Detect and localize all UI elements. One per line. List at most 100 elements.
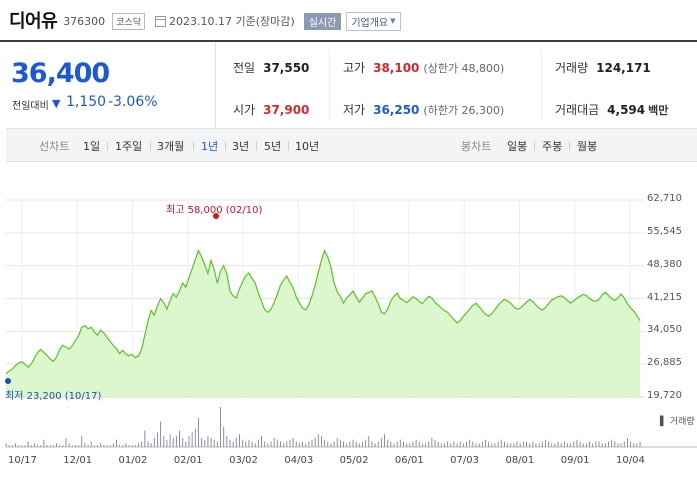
price-line [5, 248, 641, 375]
volume-bar [362, 441, 363, 447]
volume-bar [387, 439, 389, 447]
x-tick-label: 05/02 [339, 455, 369, 466]
volume-bar [608, 441, 609, 447]
tab-1w[interactable]: 1주일 [115, 140, 143, 153]
price-summary: 36,400 전일대비 ▼ 1,150 -3.06% [0, 42, 215, 128]
volume-bar [251, 441, 253, 447]
stat-value: 37,900 [263, 103, 310, 117]
volume-bar [84, 443, 86, 447]
volume-bar [100, 443, 102, 447]
volume-bar [343, 441, 345, 447]
volume-bar [166, 439, 168, 447]
volume-bar [374, 443, 376, 447]
volume-bar [475, 443, 477, 447]
volume-bar [103, 445, 105, 447]
volume-bar [339, 439, 341, 447]
volume-bar [428, 441, 430, 447]
x-tick-label: 07/03 [450, 455, 479, 466]
volume-bar [380, 437, 382, 447]
volume-bar [295, 441, 297, 447]
company-info-label: 기업개요 [351, 17, 389, 29]
volume-bar [302, 441, 303, 447]
stat-value: 37,550 [263, 61, 310, 75]
volume-bar [59, 445, 61, 447]
volume-bar [503, 441, 505, 447]
volume-bar [349, 441, 351, 447]
tab-separator [107, 141, 108, 151]
volume-bar [21, 445, 23, 447]
stat-value: 124,171 [596, 61, 651, 75]
x-tick-label: 02/01 [173, 455, 203, 466]
low-marker [5, 378, 11, 384]
volume-bar [321, 436, 322, 447]
volume-bar [257, 439, 259, 447]
volume-bar [311, 439, 313, 447]
volume-bar [115, 439, 117, 447]
volume-bar [500, 439, 502, 447]
price-area-fill [6, 250, 640, 397]
stat-volume: 거래량 124,171 [555, 59, 651, 76]
realtime-button[interactable]: 실시간 [303, 12, 342, 30]
volume-bar [46, 445, 48, 447]
stock-name: 디어유 [9, 11, 58, 32]
volume-bar [160, 421, 162, 447]
tab-1d[interactable]: 1일 [83, 140, 101, 153]
volume-bar [198, 417, 199, 447]
volume-bar [611, 439, 613, 447]
volume-bar [462, 443, 464, 447]
volume-bar [393, 443, 395, 447]
tab-separator [569, 141, 570, 151]
tab-10y[interactable]: 10년 [295, 140, 320, 153]
volume-bar [604, 443, 606, 447]
stat-amount: 거래대금 4,594 백만 [555, 101, 668, 118]
volume-bar [191, 432, 193, 447]
volume-bar [292, 437, 294, 447]
tab-1y[interactable]: 1년 [201, 140, 219, 153]
calendar-icon [155, 15, 167, 27]
volume-bar [30, 445, 32, 447]
volume-bar [308, 441, 310, 447]
volume-bar [11, 445, 13, 447]
tab-daily-candle[interactable]: 일봉 [507, 140, 528, 153]
tab-weekly-candle[interactable]: 주봉 [542, 140, 563, 153]
volume-bar [261, 436, 262, 447]
volume-bar [245, 441, 247, 447]
stat-low: 저가 36,250 (하한가 26,300) [343, 101, 504, 118]
volume-bar [437, 441, 439, 447]
volume-bar [93, 445, 95, 447]
tab-5y[interactable]: 5년 [264, 140, 282, 153]
stat-lower-limit: (하한가 26,300) [423, 104, 505, 117]
volume-bar [248, 439, 250, 447]
volume-bar [267, 443, 269, 447]
volume-bar [317, 434, 319, 447]
down-arrow-icon: ▼ [52, 97, 61, 110]
market-badge: 코스닥 [112, 12, 146, 30]
volume-bar [179, 430, 180, 447]
volume-bar [459, 441, 461, 447]
volume-bar [384, 434, 386, 447]
volume-bar [614, 441, 616, 447]
volume-bar [163, 436, 165, 447]
tab-3m[interactable]: 3개월 [157, 140, 185, 153]
volume-bar [592, 443, 594, 447]
x-tick-label: 09/01 [560, 455, 590, 466]
stock-code: 376300 [63, 15, 106, 28]
volume-bar [333, 441, 335, 447]
volume-bar [213, 439, 215, 447]
volume-bar [254, 443, 256, 447]
volume-bar [352, 439, 354, 447]
price-chart[interactable]: 62,710 55,545 48,380 41,215 34,050 26,885 19,7… [0, 162, 697, 477]
volume-bar [223, 427, 225, 447]
volume-bar [78, 445, 80, 447]
stat-label: 저가 [343, 103, 366, 117]
volume-bar [551, 443, 553, 447]
volume-bar [390, 441, 392, 447]
volume-bar [81, 436, 83, 447]
y-tick-label: 34,050 [647, 324, 682, 336]
volume-bar [286, 441, 288, 447]
tab-3y[interactable]: 3년 [232, 140, 250, 153]
volume-bar [623, 441, 625, 447]
company-info-button[interactable]: 기업개요 ▼ [346, 11, 401, 31]
volume-bar [283, 443, 285, 447]
tab-monthly-candle[interactable]: 월봉 [577, 140, 598, 153]
